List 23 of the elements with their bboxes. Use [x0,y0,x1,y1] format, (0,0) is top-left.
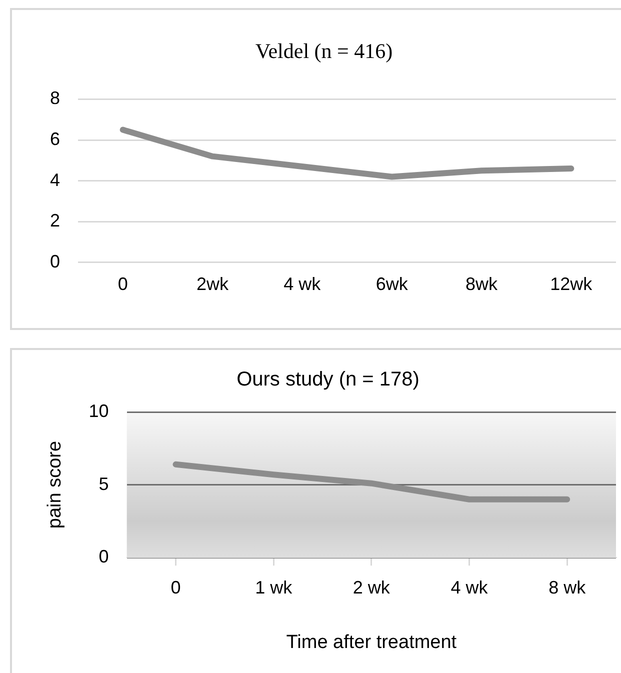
x-tick-label: 0 [118,274,128,294]
x-tick-label: 0 [170,577,181,598]
y-tick-label: 6 [50,128,60,149]
y-tick-label: 0 [50,251,60,272]
y-tick-label: 8 [50,88,60,108]
x-tick-label: 4 wk [284,274,322,294]
y-tick-label: 4 [50,170,60,190]
x-tick-label: 12wk [550,274,594,294]
y-tick-label: 10 [88,400,109,421]
x-tick-label: 6wk [376,274,409,294]
x-tick-label: 8wk [465,274,499,294]
y-axis-title: pain score [44,440,66,529]
y-tick-label: 2 [50,210,60,231]
y-tick-label: 5 [98,474,109,494]
y-tick-label: 0 [98,546,109,567]
x-tick-label: 8 wk [548,577,587,598]
x-tick-label: 2wk [196,274,230,294]
x-tick-label: 4 wk [450,577,489,598]
chart-title: Ours study (n = 178) [236,368,420,391]
chart-title: Veldel (n = 416) [255,39,393,64]
x-tick-label: 1 wk [255,577,294,598]
x-tick-label: 2 wk [352,577,391,598]
x-axis-title: Time after treatment [286,632,458,653]
